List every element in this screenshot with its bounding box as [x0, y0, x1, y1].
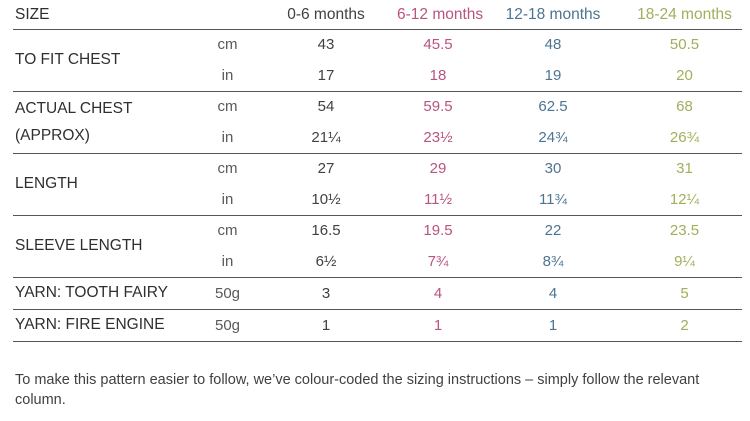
value-cell: 48 — [544, 36, 562, 54]
unit-cell: in — [221, 128, 234, 146]
table-row: in 17 18 19 20 — [13, 60, 742, 91]
unit-cell: cm — [217, 222, 238, 240]
section-yarn-fire-engine: YARN: FIRE ENGINE 50g 1 1 1 2 — [13, 309, 742, 341]
column-header-12-18-months: 12-18 months — [505, 5, 601, 23]
sizing-table: SIZE 0-6 months 6-12 months 12-18 months… — [13, 4, 742, 342]
value-cell: 12¼ — [669, 190, 700, 208]
value-cell: 26¾ — [669, 128, 700, 146]
table-row: SLEEVE LENGTH cm 16.5 19.5 22 23.5 — [13, 215, 742, 254]
table-row: ACTUAL CHEST (APPROX) cm 54 59.5 62.5 68 — [13, 91, 742, 144]
value-cell: 3 — [321, 284, 331, 302]
value-cell: 20 — [676, 66, 693, 84]
value-cell: 1 — [548, 316, 558, 334]
value-cell: 45.5 — [423, 36, 453, 54]
value-cell: 9¼ — [674, 252, 695, 270]
value-cell: 10½ — [311, 190, 341, 208]
value-cell: 50.5 — [669, 36, 700, 54]
unit-cell: in — [221, 66, 234, 84]
section-length: LENGTH cm 27 29 30 31 in 10½ 11½ 11¾ 12¼ — [13, 153, 742, 215]
row-label: YARN: FIRE ENGINE — [15, 316, 165, 334]
row-label: TO FIT CHEST — [15, 51, 121, 69]
value-cell: 21¼ — [311, 128, 341, 146]
section-to-fit-chest: TO FIT CHEST cm 43 45.5 48 50.5 in 17 18… — [13, 29, 742, 91]
value-cell: 8¾ — [542, 252, 564, 270]
value-cell: 4 — [433, 284, 443, 302]
unit-cell: in — [221, 252, 234, 270]
header-row: SIZE 0-6 months 6-12 months 12-18 months… — [13, 4, 742, 29]
colour-code-note: To make this pattern easier to follow, w… — [15, 371, 700, 409]
unit-cell: 50g — [214, 316, 241, 334]
table-row: in 6½ 7¾ 8¾ 9¼ — [13, 246, 742, 277]
value-cell: 4 — [548, 284, 558, 302]
value-cell: 31 — [676, 160, 693, 178]
row-label: ACTUAL CHEST (APPROX) — [15, 99, 133, 144]
value-cell: 22 — [544, 222, 562, 240]
value-cell: 23.5 — [669, 222, 700, 240]
row-label: SLEEVE LENGTH — [15, 237, 143, 255]
unit-cell: cm — [217, 36, 238, 54]
value-cell: 29 — [429, 160, 447, 178]
column-header-0-6-months: 0-6 months — [287, 5, 365, 23]
table-row: YARN: FIRE ENGINE 50g 1 1 1 2 — [13, 309, 742, 341]
table-row: in 10½ 11½ 11¾ 12¼ — [13, 184, 742, 215]
unit-header-empty — [200, 4, 255, 29]
value-cell: 18 — [429, 66, 447, 84]
value-cell: 11½ — [423, 190, 453, 208]
value-cell: 17 — [317, 66, 335, 84]
value-cell: 2 — [680, 316, 689, 334]
value-cell: 24¾ — [538, 128, 568, 146]
value-cell: 1 — [321, 316, 331, 334]
value-cell: 7¾ — [427, 252, 449, 270]
section-sleeve-length: SLEEVE LENGTH cm 16.5 19.5 22 23.5 in 6½… — [13, 215, 742, 277]
value-cell: 62.5 — [538, 98, 568, 116]
value-cell: 16.5 — [311, 222, 341, 240]
section-yarn-tooth-fairy: YARN: TOOTH FAIRY 50g 3 4 4 5 — [13, 277, 742, 309]
section-actual-chest: ACTUAL CHEST (APPROX) cm 54 59.5 62.5 68… — [13, 91, 742, 153]
unit-cell: 50g — [214, 284, 241, 302]
table-row: in 21¼ 23½ 24¾ 26¾ — [13, 122, 742, 153]
column-header-6-12-months: 6-12 months — [397, 5, 484, 23]
value-cell: 27 — [317, 160, 335, 178]
value-cell: 68 — [676, 98, 693, 116]
value-cell: 54 — [317, 98, 335, 116]
value-cell: 59.5 — [423, 98, 453, 116]
unit-cell: cm — [217, 98, 238, 116]
size-header-label: SIZE — [15, 5, 50, 23]
value-cell: 11¾ — [538, 190, 568, 208]
table-row: LENGTH cm 27 29 30 31 — [13, 153, 742, 192]
unit-cell: cm — [217, 160, 238, 178]
column-header-18-24-months: 18-24 months — [637, 5, 732, 23]
value-cell: 19 — [544, 66, 562, 84]
value-cell: 19.5 — [423, 222, 453, 240]
table-row: YARN: TOOTH FAIRY 50g 3 4 4 5 — [13, 277, 742, 309]
unit-cell: in — [221, 190, 234, 208]
value-cell: 5 — [680, 284, 689, 302]
value-cell: 6½ — [315, 252, 337, 270]
row-label: YARN: TOOTH FAIRY — [15, 284, 169, 302]
value-cell: 43 — [317, 36, 335, 54]
table-row: TO FIT CHEST cm 43 45.5 48 50.5 — [13, 29, 742, 68]
row-label: LENGTH — [15, 175, 78, 193]
value-cell: 30 — [544, 160, 562, 178]
value-cell: 1 — [433, 316, 443, 334]
value-cell: 23½ — [423, 128, 453, 146]
